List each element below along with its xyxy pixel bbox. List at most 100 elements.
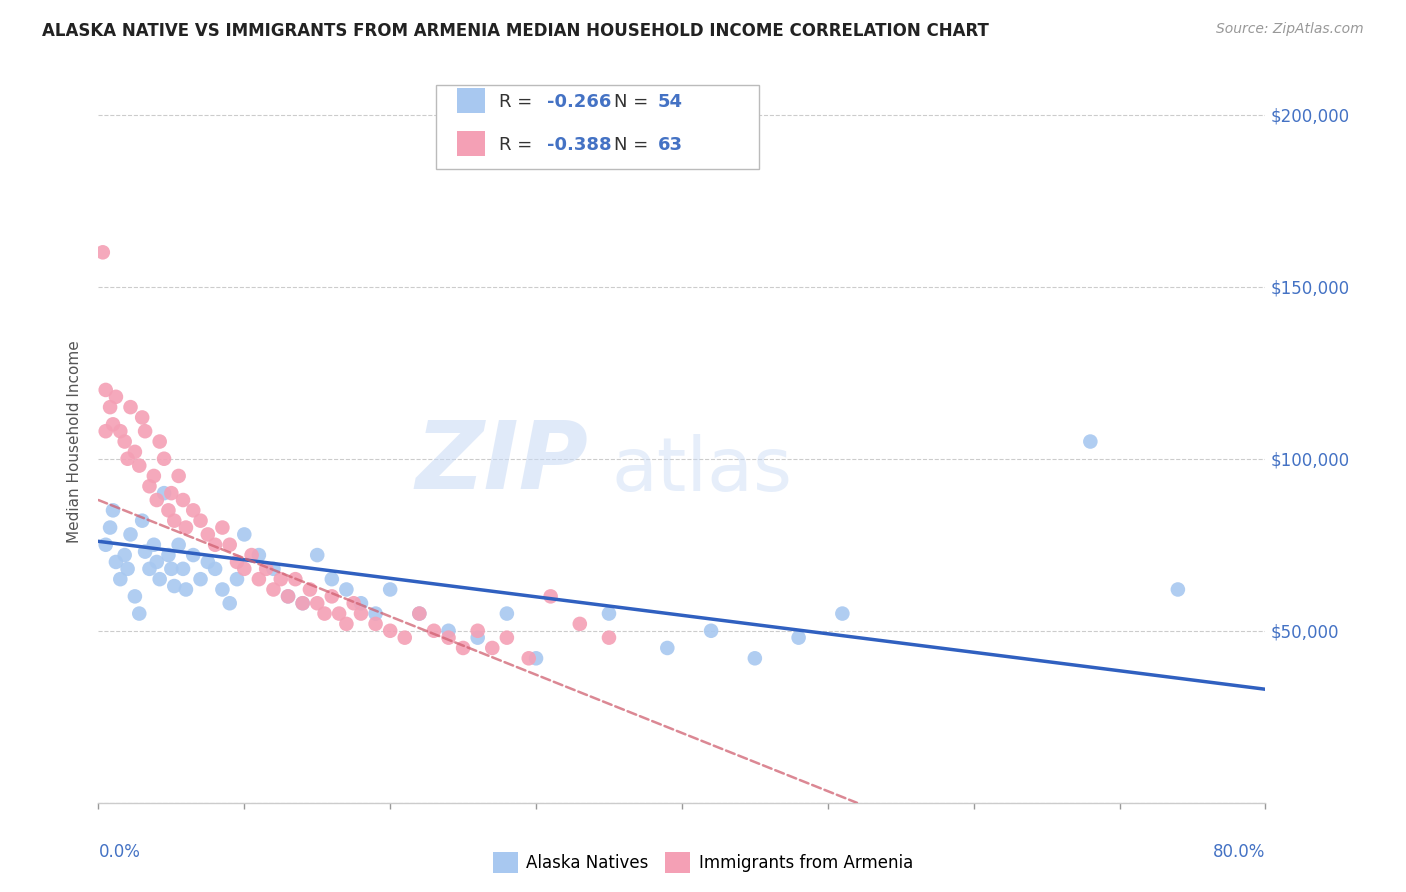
Point: [160, 562, 183, 576]
Point: [524, 651, 547, 665]
Point: [114, 548, 136, 562]
Point: [153, 486, 176, 500]
Point: [380, 624, 402, 638]
Point: [700, 624, 723, 638]
Point: [128, 458, 150, 473]
Point: [104, 555, 127, 569]
Point: [343, 596, 366, 610]
Point: [1167, 582, 1189, 597]
Text: ZIP: ZIP: [416, 417, 589, 509]
Point: [307, 596, 329, 610]
Text: atlas: atlas: [612, 434, 793, 507]
Point: [98, 520, 121, 534]
Point: [744, 651, 766, 665]
Point: [298, 582, 321, 597]
Point: [117, 451, 139, 466]
Point: [350, 607, 373, 621]
Point: [380, 582, 402, 597]
Point: [128, 607, 150, 621]
Point: [153, 451, 176, 466]
Point: [138, 479, 160, 493]
Point: [218, 538, 240, 552]
Point: [335, 582, 357, 597]
Point: [598, 631, 620, 645]
Point: [328, 607, 350, 621]
Point: [291, 596, 314, 610]
Point: [160, 486, 183, 500]
Point: [247, 572, 270, 586]
Point: [94, 538, 117, 552]
Point: [174, 582, 197, 597]
Point: [408, 607, 430, 621]
Point: [120, 527, 142, 541]
Text: N =: N =: [614, 136, 654, 153]
Point: [131, 410, 153, 425]
Y-axis label: Median Household Income: Median Household Income: [67, 340, 83, 543]
Point: [364, 607, 387, 621]
Text: 54: 54: [658, 93, 683, 111]
Text: 0.0%: 0.0%: [98, 843, 141, 861]
Point: [1080, 434, 1102, 449]
Point: [117, 562, 139, 576]
Point: [163, 514, 186, 528]
Point: [181, 548, 204, 562]
Point: [226, 555, 249, 569]
Text: 63: 63: [658, 136, 683, 153]
Point: [467, 631, 489, 645]
Text: -0.266: -0.266: [547, 93, 612, 111]
Text: Source: ZipAtlas.com: Source: ZipAtlas.com: [1216, 22, 1364, 37]
Point: [190, 572, 212, 586]
Point: [291, 596, 314, 610]
Point: [540, 590, 562, 604]
Point: [277, 590, 299, 604]
Point: [114, 434, 136, 449]
Point: [167, 538, 190, 552]
Point: [423, 624, 446, 638]
Point: [270, 572, 292, 586]
Point: [307, 548, 329, 562]
Point: [172, 493, 194, 508]
Text: R =: R =: [499, 93, 538, 111]
Point: [146, 493, 169, 508]
Point: [149, 572, 172, 586]
Point: [163, 579, 186, 593]
Point: [408, 607, 430, 621]
Point: [131, 514, 153, 528]
Point: [496, 607, 519, 621]
Point: [394, 631, 416, 645]
Text: ALASKA NATIVE VS IMMIGRANTS FROM ARMENIA MEDIAN HOUSEHOLD INCOME CORRELATION CHA: ALASKA NATIVE VS IMMIGRANTS FROM ARMENIA…: [42, 22, 988, 40]
Point: [98, 400, 121, 414]
Legend: Alaska Natives, Immigrants from Armenia: Alaska Natives, Immigrants from Armenia: [486, 846, 920, 880]
Point: [657, 640, 679, 655]
Point: [364, 616, 387, 631]
Point: [284, 572, 307, 586]
Point: [568, 616, 591, 631]
Point: [101, 417, 124, 432]
Point: [157, 503, 180, 517]
Point: [350, 596, 373, 610]
Point: [247, 548, 270, 562]
Point: [240, 548, 263, 562]
Point: [134, 424, 156, 438]
Point: [481, 640, 503, 655]
Point: [149, 434, 172, 449]
Point: [262, 582, 284, 597]
Point: [321, 572, 343, 586]
Point: [157, 548, 180, 562]
Text: N =: N =: [614, 93, 654, 111]
Point: [598, 607, 620, 621]
Point: [211, 520, 233, 534]
Point: [124, 445, 146, 459]
Point: [254, 562, 277, 576]
Point: [335, 616, 357, 631]
Point: [142, 538, 165, 552]
Point: [211, 582, 233, 597]
Point: [437, 624, 460, 638]
Point: [787, 631, 810, 645]
Point: [831, 607, 853, 621]
Text: 80.0%: 80.0%: [1213, 843, 1265, 861]
Point: [204, 562, 226, 576]
Point: [110, 572, 132, 586]
Point: [120, 400, 142, 414]
Point: [314, 607, 336, 621]
